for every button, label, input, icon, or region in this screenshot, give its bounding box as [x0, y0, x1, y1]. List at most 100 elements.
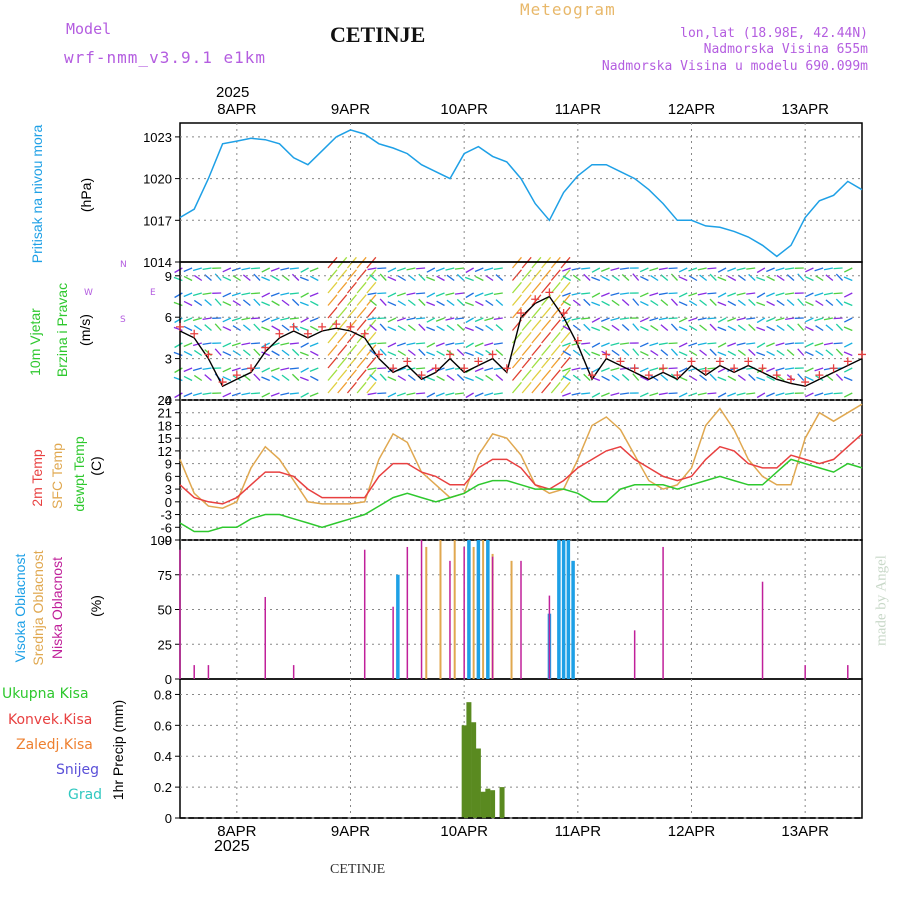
wind-barb	[379, 273, 387, 281]
wind-barb	[571, 342, 581, 346]
wind-barb	[193, 374, 203, 382]
wind-barb	[183, 375, 193, 382]
wind-barb	[485, 374, 494, 382]
wind-barb	[591, 301, 601, 307]
wind-barb	[736, 392, 746, 396]
wind-barb	[562, 317, 571, 322]
wind-barb	[785, 392, 795, 396]
date-label-bottom: 13APR	[781, 823, 829, 840]
wind-barb	[418, 323, 426, 331]
wind-barb	[337, 281, 348, 294]
wind-barb	[670, 298, 679, 306]
wind-barb	[309, 267, 319, 272]
wind-barb	[835, 323, 844, 331]
wind-barb	[289, 267, 299, 270]
wind-barb	[416, 342, 426, 345]
wind-ytick-label: 3	[165, 352, 172, 367]
wind-barb	[746, 392, 756, 395]
cloud-low-bar	[761, 581, 764, 679]
wind-barb	[202, 342, 212, 346]
wind-barb	[418, 273, 426, 281]
wind-barb	[484, 292, 494, 297]
wind-barb	[261, 326, 271, 332]
wind-barb	[601, 325, 610, 332]
wind-barb	[649, 317, 659, 322]
wind-barb	[640, 325, 649, 332]
wind-barb	[649, 392, 659, 397]
wind-barb	[454, 292, 465, 295]
wind-barb	[688, 325, 698, 332]
wind-barb	[746, 342, 756, 345]
wind-barb	[387, 276, 397, 282]
year-bottom: 2025	[214, 838, 250, 855]
cloud-low-bar	[193, 665, 195, 679]
wind-barb	[281, 324, 290, 332]
wind-barb	[493, 342, 503, 346]
date-label-bottom: 10APR	[440, 823, 488, 840]
wind-barb	[356, 356, 367, 369]
cloud-mid-bar	[472, 546, 475, 679]
wind-barb	[541, 331, 552, 344]
wind-gust-marker	[602, 350, 611, 359]
wind-barb	[346, 344, 357, 356]
wind-barb	[639, 267, 649, 273]
wind-barb	[214, 298, 222, 306]
wind-barb	[407, 324, 416, 332]
wind-barb	[600, 317, 610, 322]
compass-rose: N W E S	[84, 260, 164, 330]
wind-barb	[600, 392, 610, 397]
cloud-high-bar	[476, 540, 481, 679]
wind-barb	[843, 342, 853, 348]
wind-barb	[640, 275, 649, 282]
wind-barb	[474, 267, 484, 273]
temp-ytick-label: 15	[158, 431, 172, 446]
wind-barb	[717, 376, 727, 382]
wind-barb	[833, 317, 843, 320]
wind-barb	[541, 344, 552, 356]
wind-barb	[601, 375, 610, 382]
compass-s: S	[120, 315, 126, 325]
wind-barb	[369, 299, 377, 306]
cloud-low-bar	[804, 665, 806, 679]
wind-barb	[717, 392, 727, 398]
wind-gust-marker	[858, 350, 866, 359]
wind-barb	[815, 350, 824, 357]
wind-barb	[717, 342, 727, 348]
wind-barb	[484, 267, 494, 272]
pressure-series-line	[179, 129, 863, 258]
wind-barb	[583, 373, 591, 381]
wind-barb	[843, 376, 853, 382]
wind-barb	[843, 326, 853, 332]
wind-barb	[658, 317, 668, 321]
wind-barb	[253, 373, 261, 381]
model-elevation-label: Nadmorska Visina u modelu 690.099m	[601, 59, 868, 74]
wind-barb	[649, 342, 659, 347]
wind-barb	[688, 350, 698, 357]
wind-barb	[300, 267, 309, 273]
wind-barb	[270, 392, 280, 397]
wind-barb	[550, 381, 561, 394]
wind-barb	[560, 344, 571, 356]
wind-barb	[776, 324, 785, 332]
wind-barb	[366, 356, 377, 369]
wind-barb	[610, 292, 620, 296]
wind-barb	[815, 300, 824, 307]
temp-ytick-label: -3	[160, 508, 172, 523]
wind-barb	[709, 298, 717, 306]
wind-barb	[446, 324, 455, 332]
wind-barb	[465, 292, 474, 299]
wind-barb	[300, 292, 309, 298]
date-label-top: 11APR	[555, 101, 602, 118]
wind-barb	[688, 292, 698, 297]
wind-barb	[639, 342, 649, 348]
wind-barb	[356, 381, 367, 394]
wind-barb	[193, 299, 203, 307]
wind-barb	[775, 392, 785, 397]
wind-barb	[619, 317, 630, 320]
cloud-low-bar	[463, 546, 465, 679]
wind-barb	[639, 392, 649, 398]
wind-barb	[356, 294, 367, 306]
wind-gust-marker	[431, 364, 440, 373]
wind-gust-marker	[232, 371, 241, 380]
wind-barb	[709, 348, 717, 356]
